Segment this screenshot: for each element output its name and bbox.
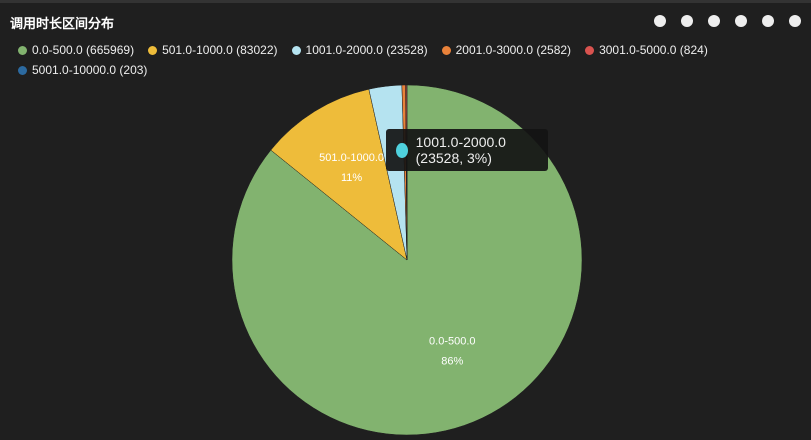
legend-label: 0.0-500.0 (665969): [32, 43, 135, 57]
legend-label: 3001.0-5000.0 (824): [599, 43, 708, 57]
legend-item[interactable]: 1001.0-2000.0 (23528): [291, 43, 428, 57]
info-icon[interactable]: [654, 15, 666, 27]
panel-title: 调用时长区间分布: [10, 16, 115, 31]
copy-icon[interactable]: [681, 15, 693, 27]
legend-label: 5001.0-10000.0 (203): [32, 63, 148, 77]
close-icon[interactable]: [789, 15, 801, 27]
legend-marker: [441, 45, 451, 55]
legend-item[interactable]: 3001.0-5000.0 (824): [585, 43, 708, 57]
legend-item[interactable]: 501.0-1000.0 (83022): [148, 43, 278, 57]
pie-slice: [270, 88, 408, 261]
legend-item[interactable]: 0.0-500.0 (665969): [18, 43, 134, 57]
legend-item[interactable]: 2001.0-3000.0 (2582): [441, 43, 572, 57]
settings-icon[interactable]: [708, 15, 720, 27]
legend-marker: [148, 45, 158, 55]
chart: 0.0-500.0 86% 501.0-1000.0 11%: [231, 84, 583, 436]
legend-label: 2001.0-3000.0 (2582): [455, 43, 572, 57]
tooltip-dot: [396, 142, 408, 158]
legend-label: 501.0-1000.0 (83022): [162, 43, 278, 57]
legend-marker: [18, 45, 27, 55]
tooltip: 1001.0-2000.0 (23528, 3%): [386, 129, 548, 171]
slice-percent: 86%: [441, 356, 463, 368]
legend-marker: [585, 45, 595, 55]
legend-label: 1001.0-2000.0 (23528): [305, 43, 428, 57]
toolbar: [654, 15, 801, 27]
legend-marker: [291, 45, 301, 55]
refresh-icon[interactable]: [762, 15, 774, 27]
legend-marker: [18, 65, 27, 75]
legend-item[interactable]: 5001.0-10000.0 (203): [18, 63, 147, 77]
tooltip-text: 1001.0-2000.0 (23528, 3%): [415, 134, 506, 166]
slice-percent: 11%: [341, 172, 362, 184]
slice-label: 501.0-1000.0: [319, 152, 384, 164]
legend: 0.0-500.0 (665969) 501.0-1000.0 (83022) 10…: [18, 43, 738, 77]
slice-label: 0.0-500.0: [429, 336, 475, 348]
move-icon[interactable]: [735, 15, 747, 27]
